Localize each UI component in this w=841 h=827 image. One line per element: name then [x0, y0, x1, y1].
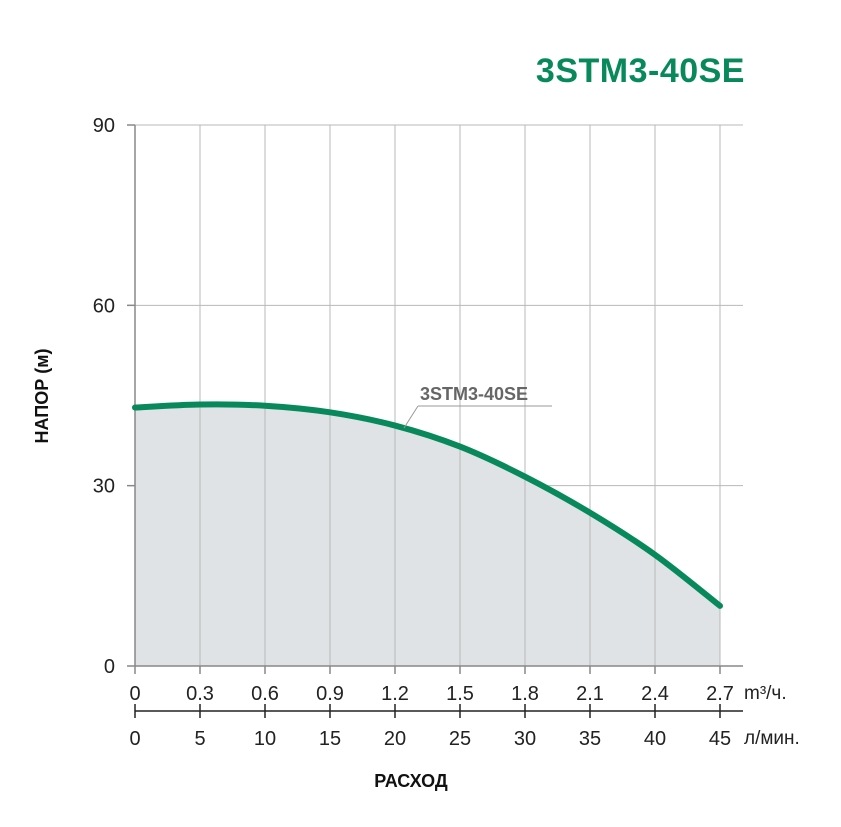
series-line-3stm3-40se: [132, 401, 723, 609]
x-tick-label: 35: [579, 728, 601, 750]
y-tick-label: 60: [93, 295, 115, 317]
y-tick-label: 90: [93, 115, 115, 137]
curve-area-fill: [135, 404, 720, 666]
y-tick-label: 30: [93, 476, 115, 498]
x-tick-label: 2.1: [576, 683, 604, 705]
x-tick-label: 0.3: [186, 683, 214, 705]
x-tick-label: 10: [254, 728, 276, 750]
x-tick-label: 1.5: [446, 683, 474, 705]
x-tick-label: 0: [129, 683, 140, 705]
x-axis-title: РАСХОД: [374, 771, 448, 791]
x-tick-label: 40: [644, 728, 666, 750]
series-labels: 3STM3-40SE: [403, 384, 552, 429]
x-tick-label: 15: [319, 728, 341, 750]
y-tick-label: 0: [104, 656, 115, 678]
x-tick-label: 5: [194, 728, 205, 750]
y-axis-title: НАПОР (м): [32, 348, 52, 443]
x-tick-label: 1.8: [511, 683, 539, 705]
x-tick-label: 2.7: [706, 683, 734, 705]
x-tick-label: 2.4: [641, 683, 669, 705]
x-tick-label: 0.9: [316, 683, 344, 705]
series-label: 3STM3-40SE: [420, 384, 528, 404]
x-tick-label: 25: [449, 728, 471, 750]
series-label-leader: [403, 405, 419, 429]
x-tick-label: 0: [129, 728, 140, 750]
x-tick-label: 20: [384, 728, 406, 750]
x-tick-label: 30: [514, 728, 536, 750]
x-axis-unit: m³/ч.: [744, 683, 787, 704]
axes: 0 30 60 90 0 0.3 0.6 0.9 1.2 1.5 1.8 2.1 2.4 2.7 m³/ч.…: [93, 115, 800, 750]
x-tick-label: 1.2: [381, 683, 409, 705]
chart-title: 3STM3-40SE: [535, 52, 745, 90]
x-tick-label: 45: [709, 728, 731, 750]
x-axis-unit: л/мин.: [744, 728, 800, 749]
x-tick-label: 0.6: [251, 683, 279, 705]
